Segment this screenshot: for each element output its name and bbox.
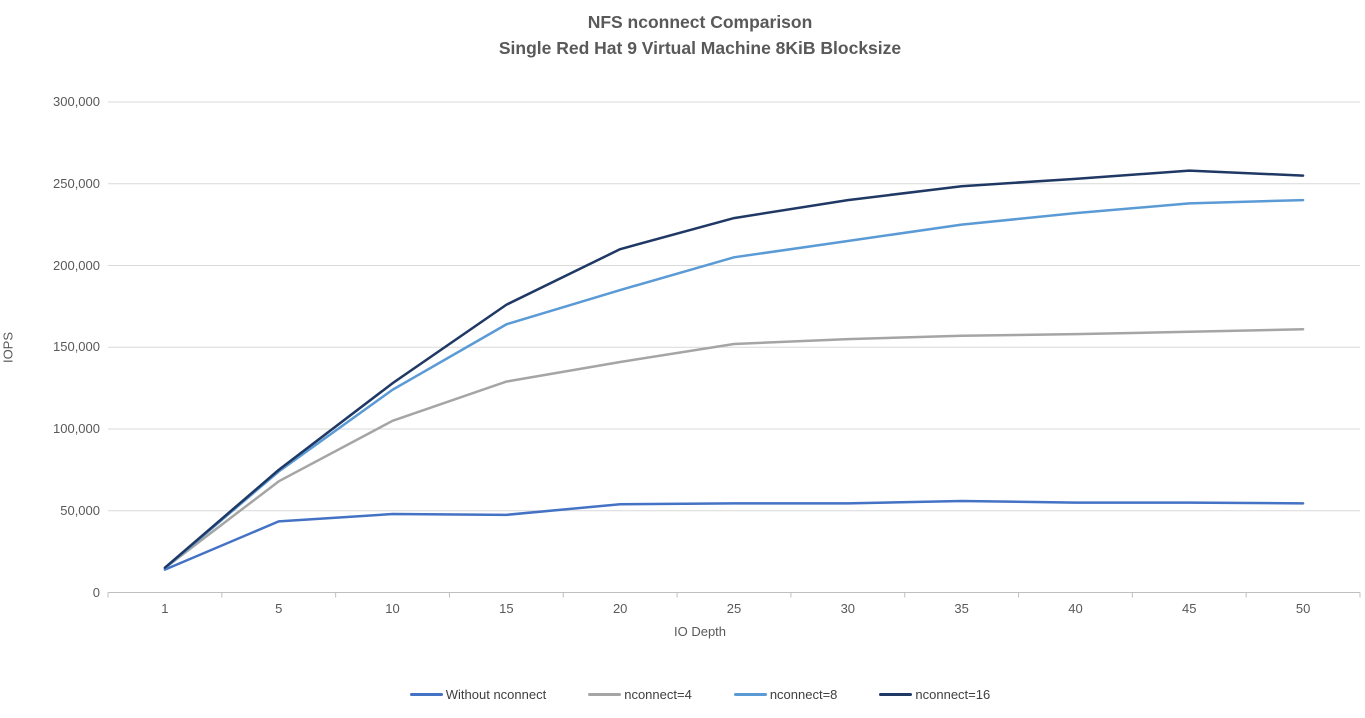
legend-swatch-icon (879, 692, 913, 697)
y-axis-title: IOPS (0, 331, 16, 364)
legend-swatch-icon (409, 692, 443, 697)
chart-legend: Without nconnect nconnect=4 nconnect=8 ncon… (35, 687, 1365, 702)
legend-label: nconnect=16 (915, 687, 991, 702)
x-tick-label: 10 (385, 601, 400, 616)
y-tick-label: 250,000 (53, 175, 100, 191)
legend-label: nconnect=4 (624, 687, 692, 702)
legend-swatch-icon (733, 692, 767, 697)
chart-title-line2: Single Red Hat 9 Virtual Machine 8KiB Bl… (498, 38, 902, 58)
legend-item-nconnect-4: nconnect=4 (588, 687, 692, 702)
x-tick-label: 20 (612, 601, 628, 616)
series-line-without-nconnect (163, 499, 1305, 571)
legend-label: Without nconnect (445, 687, 547, 702)
chart-title-line1: NFS nconnect Comparison (587, 12, 813, 32)
legend-item-nconnect-8: nconnect=8 (733, 687, 838, 702)
x-axis-title: IO Depth (673, 624, 727, 639)
x-tick-label: 15 (499, 601, 514, 616)
y-tick-label: 150,000 (53, 339, 100, 355)
y-tick-label: 200,000 (53, 257, 100, 273)
series-line-nconnect-4 (163, 328, 1305, 570)
legend-item-nconnect-16: nconnect=16 (879, 687, 990, 702)
legend-item-without-nconnect: Without nconnect (409, 687, 547, 702)
chart-title: NFS nconnect Comparison Single Red Hat 9… (35, 9, 1365, 61)
y-tick-label: 50,000 (60, 502, 100, 518)
x-tick-label: 25 (726, 601, 742, 616)
series-line-nconnect-16 (163, 169, 1305, 569)
y-tick-label: 100,000 (53, 421, 100, 436)
x-tick-label: 1 (161, 601, 169, 616)
legend-label: nconnect=8 (769, 687, 838, 702)
y-tick-label: 300,000 (53, 94, 100, 109)
x-tick-label: 35 (954, 601, 969, 616)
x-tick-label: 50 (1295, 601, 1311, 616)
x-tick-label: 45 (1182, 601, 1197, 616)
x-tick-label: 30 (840, 601, 856, 616)
x-tick-label: 5 (275, 601, 283, 616)
series-line-nconnect-8 (163, 198, 1305, 570)
y-tick-label: 0 (92, 584, 100, 600)
x-tick-label: 40 (1068, 601, 1083, 616)
legend-swatch-icon (588, 692, 622, 697)
